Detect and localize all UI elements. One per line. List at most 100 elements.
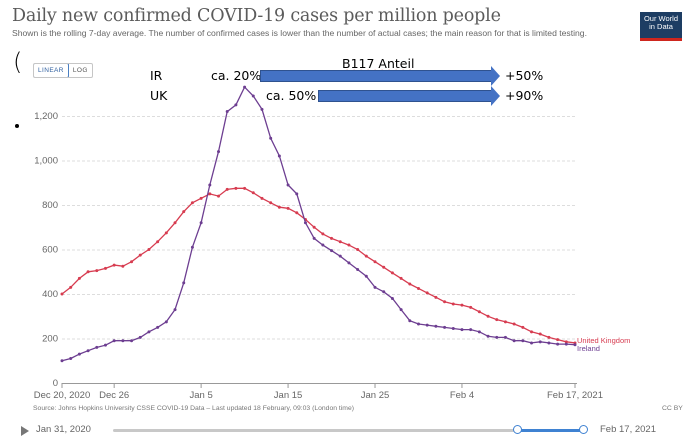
data-point[interactable] [469, 328, 473, 332]
data-point[interactable] [538, 340, 542, 344]
data-point[interactable] [495, 335, 499, 339]
data-point[interactable] [243, 186, 247, 190]
data-point[interactable] [147, 330, 151, 334]
data-point[interactable] [164, 231, 168, 235]
data-point[interactable] [173, 308, 177, 312]
data-point[interactable] [217, 150, 221, 154]
data-point[interactable] [190, 201, 194, 205]
data-point[interactable] [95, 345, 99, 349]
owid-logo[interactable]: Our World in Data [640, 12, 682, 41]
data-point[interactable] [434, 295, 438, 299]
data-point[interactable] [373, 285, 377, 289]
data-point[interactable] [486, 334, 490, 338]
data-point[interactable] [547, 341, 551, 345]
data-point[interactable] [225, 110, 229, 114]
data-point[interactable] [225, 187, 229, 191]
data-point[interactable] [338, 240, 342, 244]
data-point[interactable] [443, 300, 447, 304]
data-point[interactable] [408, 282, 412, 286]
data-point[interactable] [112, 339, 116, 343]
data-point[interactable] [234, 186, 238, 190]
data-point[interactable] [103, 343, 107, 347]
data-point[interactable] [460, 303, 464, 307]
data-point[interactable] [338, 254, 342, 258]
data-point[interactable] [347, 261, 351, 265]
data-point[interactable] [199, 221, 203, 225]
series-line[interactable] [61, 187, 576, 344]
data-point[interactable] [173, 221, 177, 225]
data-point[interactable] [112, 263, 116, 267]
data-point[interactable] [121, 264, 125, 268]
data-point[interactable] [451, 326, 455, 330]
data-point[interactable] [260, 196, 264, 200]
data-point[interactable] [503, 335, 507, 339]
data-point[interactable] [356, 268, 360, 272]
data-point[interactable] [564, 342, 568, 346]
data-point[interactable] [538, 332, 542, 336]
data-point[interactable] [321, 232, 325, 236]
data-point[interactable] [451, 302, 455, 306]
data-point[interactable] [269, 136, 273, 140]
data-point[interactable] [356, 248, 360, 251]
data-point[interactable] [330, 236, 334, 240]
license-label[interactable]: CC BY [662, 405, 683, 412]
data-point[interactable] [382, 265, 386, 269]
data-point[interactable] [130, 260, 134, 264]
data-point[interactable] [486, 314, 490, 318]
data-point[interactable] [382, 290, 386, 294]
data-point[interactable] [373, 260, 377, 264]
data-point[interactable] [503, 320, 507, 324]
data-point[interactable] [530, 341, 534, 345]
play-icon[interactable] [21, 426, 29, 436]
data-point[interactable] [443, 325, 447, 329]
data-point[interactable] [69, 357, 73, 361]
data-point[interactable] [547, 335, 551, 339]
data-point[interactable] [477, 330, 481, 334]
data-point[interactable] [130, 339, 134, 343]
data-point[interactable] [321, 243, 325, 247]
scale-log-button[interactable]: LOG [72, 67, 88, 74]
data-point[interactable] [521, 339, 525, 343]
timeline-start-handle[interactable] [512, 425, 522, 434]
scale-toggle[interactable]: LINEAR LOG [33, 63, 93, 78]
data-point[interactable] [390, 296, 394, 300]
data-point[interactable] [469, 305, 473, 309]
timeline-track[interactable] [113, 425, 588, 434]
data-point[interactable] [156, 325, 160, 329]
data-point[interactable] [460, 328, 464, 332]
data-point[interactable] [416, 286, 420, 290]
data-point[interactable] [260, 107, 264, 111]
data-point[interactable] [495, 318, 499, 322]
data-point[interactable] [303, 221, 307, 225]
data-point[interactable] [86, 349, 90, 353]
data-point[interactable] [77, 276, 81, 280]
data-point[interactable] [425, 323, 429, 327]
data-point[interactable] [564, 340, 568, 344]
timeline-end-date[interactable]: Feb 17, 2021 [600, 424, 656, 435]
data-point[interactable] [121, 339, 125, 343]
timeline-end-handle[interactable] [578, 425, 588, 434]
timeline-start-date[interactable]: Jan 31, 2020 [36, 424, 91, 435]
data-point[interactable] [269, 201, 273, 205]
scale-linear-button[interactable]: LINEAR [33, 64, 69, 77]
data-point[interactable] [243, 85, 247, 89]
data-point[interactable] [347, 243, 351, 247]
data-point[interactable] [364, 254, 368, 258]
data-point[interactable] [364, 274, 368, 278]
data-point[interactable] [312, 225, 316, 229]
data-point[interactable] [234, 103, 238, 107]
data-point[interactable] [434, 324, 438, 328]
data-point[interactable] [138, 335, 142, 339]
data-point[interactable] [556, 342, 560, 346]
data-point[interactable] [60, 292, 64, 296]
data-point[interactable] [208, 183, 212, 187]
data-point[interactable] [182, 281, 186, 285]
data-point[interactable] [60, 359, 64, 363]
data-point[interactable] [399, 276, 403, 280]
data-point[interactable] [295, 211, 299, 215]
source-note[interactable]: Source: Johns Hopkins University CSSE CO… [33, 405, 355, 412]
data-point[interactable] [416, 322, 420, 326]
data-point[interactable] [277, 154, 281, 158]
data-point[interactable] [512, 322, 516, 326]
data-point[interactable] [199, 196, 203, 200]
